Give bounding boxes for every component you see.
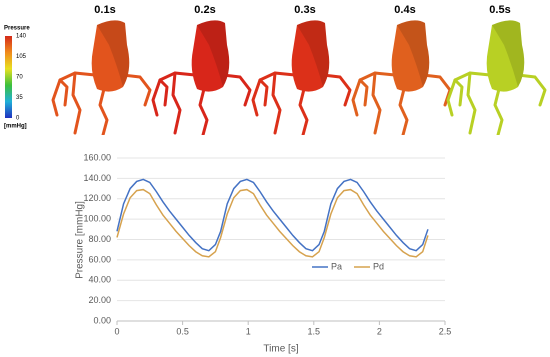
panel-label: 0.2s	[194, 4, 215, 16]
artery-render	[253, 20, 350, 135]
colorbar-tick-label: 140	[16, 34, 27, 40]
series-line	[116, 188, 429, 258]
colorbar-title: Pressure	[4, 26, 30, 32]
panel-label: 0.5s	[489, 4, 510, 16]
x-tick-label: 1.5	[308, 326, 321, 336]
y-tick-label: 40.00	[88, 275, 111, 285]
panel-label: 0.1s	[94, 4, 115, 16]
y-tick-label: 100.00	[83, 214, 111, 224]
x-tick-label: 2.5	[439, 326, 452, 336]
y-tick-label: 160.00	[83, 152, 111, 162]
render-panels	[53, 20, 545, 135]
x-tick-label: 0	[114, 326, 119, 336]
colorbar	[5, 36, 12, 118]
y-tick-label: 120.00	[83, 193, 111, 203]
y-axis-title: Pressure [mmHg]	[75, 201, 86, 279]
y-tick-label: 140.00	[83, 173, 111, 183]
y-tick-label: 0.00	[93, 315, 111, 325]
colorbar-tick-label: 0	[16, 116, 20, 122]
y-tick-label: 80.00	[88, 234, 111, 244]
panel-label: 0.4s	[394, 4, 415, 16]
series-line	[116, 178, 429, 252]
x-tick-label: 2	[377, 326, 382, 336]
y-tick-label: 20.00	[88, 295, 111, 305]
artery-render	[153, 20, 250, 135]
panel-label: 0.3s	[294, 4, 315, 16]
artery-render	[353, 20, 450, 135]
y-tick-label: 60.00	[88, 254, 111, 264]
colorbar-tick-label: 70	[16, 75, 23, 81]
legend-label: Pa	[331, 261, 342, 271]
colorbar-tick-label: 105	[16, 54, 27, 60]
x-tick-label: 1	[246, 326, 251, 336]
x-tick-label: 0.5	[176, 326, 189, 336]
colorbar-tick-label: 35	[16, 95, 23, 101]
artery-render	[53, 20, 150, 135]
legend-label: Pd	[373, 261, 384, 271]
colorbar-unit: [mmHg]	[4, 124, 27, 130]
x-axis-title: Time [s]	[263, 344, 298, 355]
artery-render	[448, 20, 545, 135]
